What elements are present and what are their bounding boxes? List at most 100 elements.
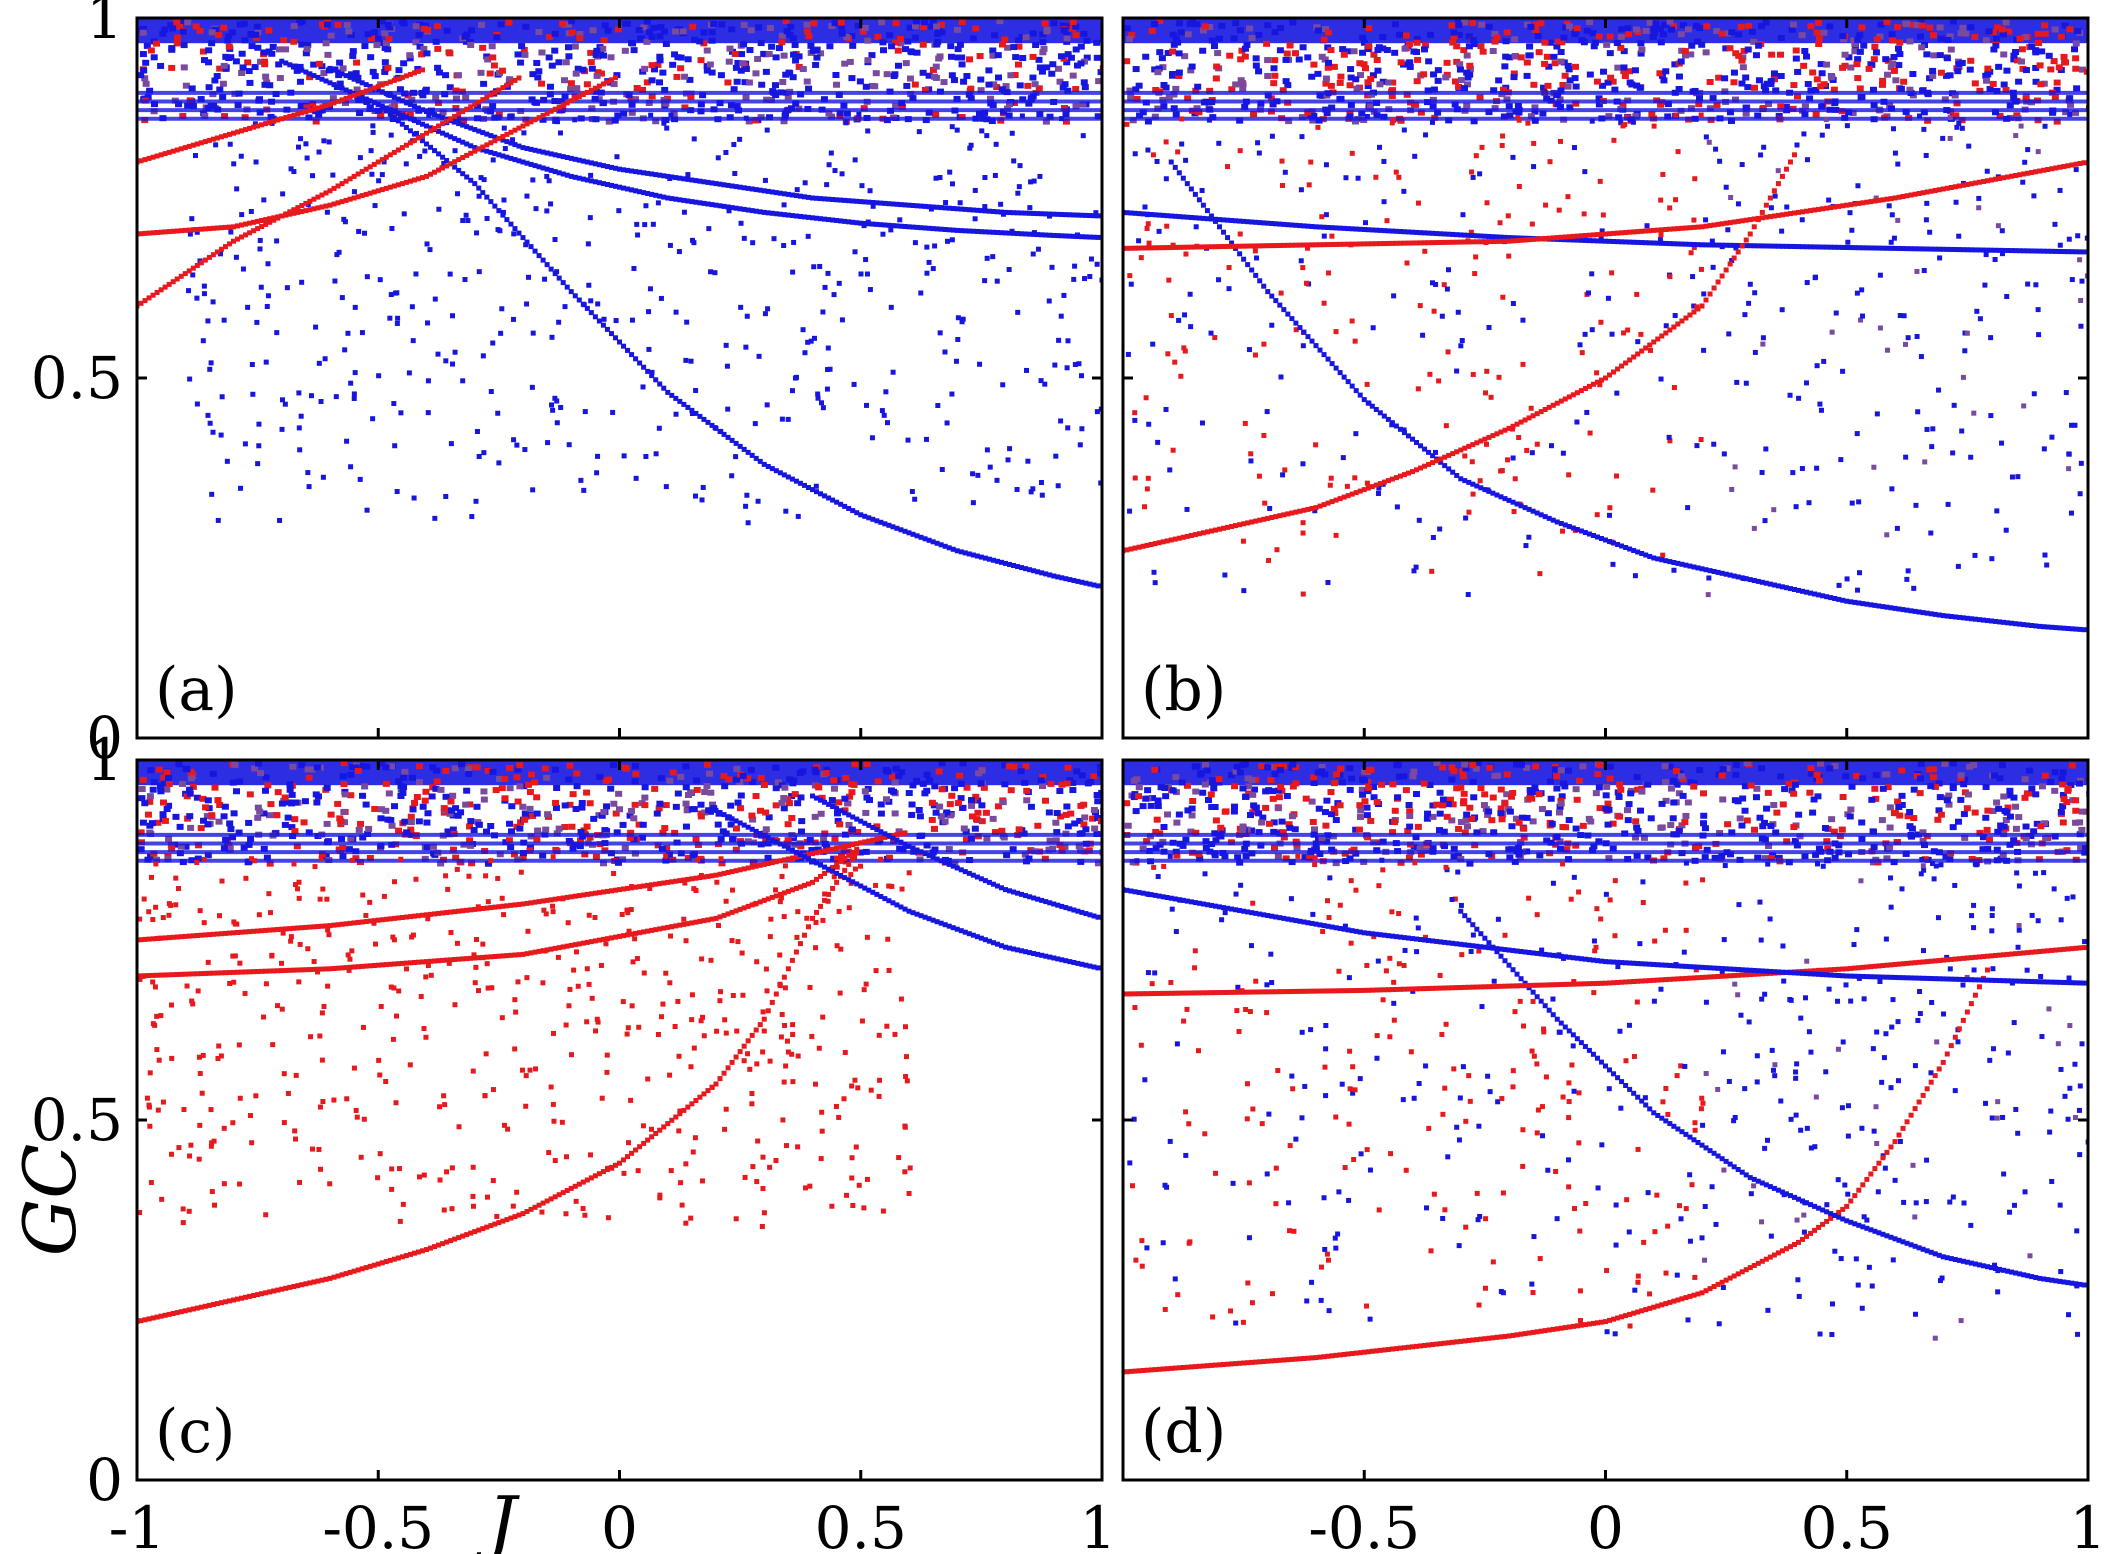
curve-point bbox=[1249, 519, 1255, 525]
curve-point bbox=[1607, 231, 1613, 237]
band-point bbox=[1564, 83, 1572, 90]
curve-point bbox=[303, 200, 309, 206]
band-point bbox=[1241, 103, 1249, 110]
band-point bbox=[662, 40, 670, 47]
band-point bbox=[682, 823, 690, 830]
curve-point bbox=[1011, 563, 1017, 568]
scatter-point bbox=[1262, 500, 1268, 506]
curve-point bbox=[464, 141, 470, 147]
band-point bbox=[1090, 773, 1098, 780]
curve-point bbox=[548, 167, 554, 173]
band-point bbox=[600, 37, 608, 44]
curve-point bbox=[548, 266, 554, 272]
curve-point bbox=[287, 211, 293, 217]
scatter-point bbox=[785, 416, 791, 422]
band-point bbox=[1080, 79, 1088, 86]
band-point bbox=[1322, 75, 1330, 82]
curve-point bbox=[1828, 205, 1834, 211]
band-point bbox=[368, 35, 376, 42]
band-point bbox=[1755, 77, 1763, 84]
curve-point bbox=[1124, 547, 1130, 553]
scatter-point bbox=[1947, 115, 1953, 121]
scatter-point bbox=[744, 492, 750, 498]
band-point bbox=[1039, 782, 1047, 789]
curve-point bbox=[424, 130, 429, 136]
curve-point bbox=[1598, 377, 1604, 383]
band-point bbox=[1151, 113, 1159, 120]
curve-point bbox=[697, 200, 703, 206]
curve-point bbox=[789, 213, 795, 219]
scatter-point bbox=[1762, 518, 1768, 524]
curve-point bbox=[1615, 542, 1621, 547]
band-point bbox=[648, 33, 656, 40]
band-point bbox=[587, 49, 595, 56]
scatter-point bbox=[249, 362, 255, 368]
scatter-point bbox=[1266, 557, 1272, 563]
band-point bbox=[1871, 43, 1879, 50]
band-point bbox=[878, 19, 886, 26]
scatter-point bbox=[250, 391, 256, 397]
curve-point bbox=[1144, 245, 1150, 251]
band-point bbox=[684, 56, 692, 63]
curve-point bbox=[878, 222, 884, 228]
curve-point bbox=[432, 169, 438, 175]
curve-point bbox=[1526, 415, 1532, 421]
scatter-point bbox=[557, 130, 563, 136]
scatter-point bbox=[1300, 520, 1306, 526]
curve-point bbox=[1763, 202, 1769, 208]
band-point bbox=[1238, 47, 1246, 54]
band-point bbox=[1681, 48, 1689, 55]
band-point bbox=[740, 41, 748, 48]
band-point bbox=[1620, 64, 1628, 71]
band-point bbox=[1430, 86, 1438, 93]
curve-point bbox=[604, 79, 610, 85]
band-point bbox=[972, 25, 980, 32]
curve-point bbox=[2037, 168, 2043, 174]
curve-point bbox=[536, 164, 542, 170]
curve-point bbox=[1635, 351, 1641, 357]
curve-point bbox=[142, 230, 148, 236]
band-point bbox=[568, 29, 576, 36]
band-point bbox=[1365, 25, 1373, 32]
curve-point bbox=[1804, 589, 1810, 595]
curve-point bbox=[508, 80, 514, 86]
curve-point bbox=[1333, 497, 1339, 503]
scatter-point bbox=[322, 356, 328, 362]
scatter-point bbox=[1598, 319, 1604, 325]
curve-point bbox=[391, 183, 397, 189]
band-point bbox=[1126, 87, 1134, 94]
band-point bbox=[251, 64, 259, 71]
curve-point bbox=[355, 171, 361, 177]
curve-point bbox=[1936, 612, 1942, 618]
curve-point bbox=[1337, 225, 1343, 231]
scatter-point bbox=[880, 231, 886, 237]
scatter-point bbox=[1241, 588, 1247, 594]
curve-point bbox=[544, 110, 550, 116]
curve-point bbox=[709, 202, 715, 208]
scatter-point bbox=[595, 301, 601, 307]
curve-point bbox=[1325, 242, 1331, 248]
band-point bbox=[1767, 78, 1775, 85]
scatter-point bbox=[306, 484, 312, 490]
scatter-point bbox=[1381, 199, 1387, 205]
curve-point bbox=[2045, 248, 2051, 254]
scatter-point bbox=[368, 148, 374, 154]
curve-point bbox=[231, 130, 236, 136]
band-point bbox=[841, 60, 849, 67]
curve-point bbox=[926, 204, 932, 210]
scatter-point bbox=[1052, 362, 1058, 368]
band-point bbox=[1803, 53, 1811, 60]
scatter-point bbox=[723, 342, 729, 348]
curve-point bbox=[1912, 246, 1918, 252]
band-point bbox=[888, 773, 896, 780]
curve-point bbox=[1639, 551, 1645, 556]
band-point bbox=[159, 30, 167, 37]
scatter-point bbox=[724, 363, 730, 369]
curve-point bbox=[239, 128, 245, 134]
curve-point bbox=[500, 212, 506, 218]
curve-point bbox=[1321, 352, 1327, 358]
curve-blue bbox=[375, 101, 1101, 589]
curve-point bbox=[1775, 181, 1781, 187]
curve-point bbox=[387, 111, 393, 117]
scatter-point bbox=[345, 330, 351, 336]
